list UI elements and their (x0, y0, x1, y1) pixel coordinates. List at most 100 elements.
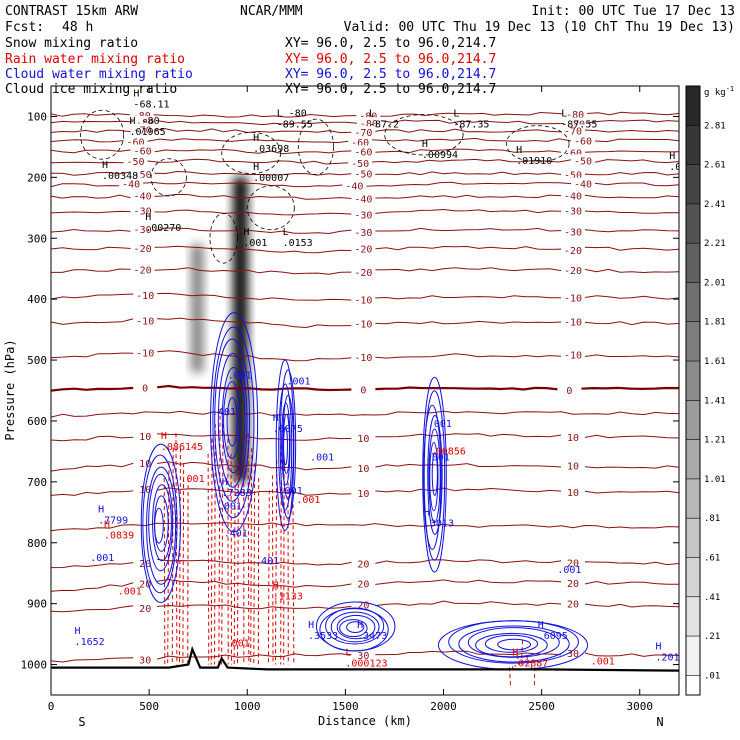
extremum-label: H .3473 (357, 620, 387, 642)
extremum-label: H .02887 (512, 647, 548, 669)
temperature-label-background (351, 431, 376, 444)
extremum-label-line: H (424, 507, 430, 518)
temperature-label-background (133, 457, 158, 470)
cloud-water-contour (278, 383, 293, 511)
temperature-label-background (351, 293, 376, 306)
extremum-label-line: L (453, 108, 459, 119)
cloud-ice-legend-label: Cloud ice mixing ratio (5, 82, 177, 97)
colorbar-swatch (686, 636, 700, 676)
temperature-label: 0 (360, 386, 366, 397)
rain-contour (253, 463, 256, 665)
extremum-label-line: .000123 (345, 658, 387, 669)
temperature-label-background (133, 346, 158, 359)
extremum-label-line: .001 (591, 657, 615, 668)
rain-contour (250, 448, 253, 665)
x-tick-label: 3000 (627, 700, 654, 713)
extremum-label-line: H (104, 520, 110, 531)
temperature-label: 30 (357, 651, 369, 662)
colorbar-label: 2.61 (704, 161, 726, 171)
init-time: Init: 00 UTC Tue 17 Dec 13 (532, 4, 736, 19)
forecast-label: Fcst: (5, 20, 44, 35)
extremum-label: .001 (181, 474, 205, 485)
temperature-label: -10 (136, 316, 154, 327)
cloud-water-contour (431, 452, 438, 496)
temperature-label: 10 (357, 464, 369, 475)
extremum-label-line: .0839 (104, 531, 134, 542)
colorbar-swatch (686, 125, 700, 166)
colorbar-swatch (686, 321, 700, 362)
temperature-label-background (351, 557, 376, 570)
temperature-label-background (348, 136, 373, 149)
temperature-label: -10 (354, 296, 372, 307)
extremum-label: H .7799 (98, 504, 128, 526)
rain-contour (167, 463, 170, 665)
temperature-label: 10 (139, 432, 151, 443)
temperature-label-background (351, 649, 376, 662)
colorbar-label: .21 (704, 632, 720, 642)
temperature-label: 10 (567, 433, 579, 444)
cloud-water-contour (484, 634, 539, 653)
extremum-label: H .0839 (104, 520, 134, 542)
colorbar-swatch (686, 282, 700, 323)
y-tick-label: 600 (27, 415, 47, 428)
temperature-contours: -80-80-80-80-80-80-70-70-70-60-60-60-60-… (51, 107, 679, 666)
extremum-label-line: .3533 (308, 631, 338, 642)
temperature-label-background (130, 123, 155, 136)
colorbar-unit-exponent: -1 (726, 85, 734, 93)
temperature-label: -50 (134, 170, 152, 181)
extremum-label-line: H (273, 580, 279, 591)
colorbar: g kg-1 2.81 2.61 2.41 2.21 2.01 1.81 1.61 1.41 1… (685, 85, 734, 716)
colorbar-label: 2.41 (704, 200, 726, 210)
valid-time: Valid: 00 UTC Thu 19 Dec 13 (10 ChT Thu … (344, 20, 735, 35)
rain-legend-xy: XY= 96.0, 2.5 to 96.0,214.7 (285, 52, 496, 67)
temperature-label: -20 (134, 265, 152, 276)
temperature-label-background (130, 241, 155, 254)
temperature-label: 30 (139, 655, 151, 666)
y-axis-title: Pressure (hPa) (3, 339, 17, 440)
x-tick-label: 2000 (430, 700, 457, 713)
extremum-label-line: .0153 (283, 238, 313, 249)
extremum-label: .401 (255, 556, 279, 567)
temperature-label-background (130, 223, 155, 236)
temperature-label: 20 (357, 601, 369, 612)
extremum-label: .001 (279, 486, 303, 497)
extremum-label: .001 (287, 376, 311, 387)
field-legend: Snow mixing ratio XY= 96.0, 2.5 to 96.0,… (5, 36, 496, 97)
y-tick-label: 900 (27, 598, 47, 611)
extremum-label: L -87.2 (369, 108, 399, 130)
temperature-label: -30 (134, 225, 152, 236)
plot-area: -80-80-80-80-80-80-70-70-70-60-60-60-60-… (51, 88, 693, 686)
temperature-label-background (561, 168, 586, 181)
rain-contours (163, 408, 536, 686)
extremum-label: .001 (591, 657, 615, 668)
temperature-label-background (563, 107, 588, 120)
temperature-label-background (133, 653, 158, 666)
temperature-label: -20 (134, 244, 152, 255)
extremum-label: H .00270 (145, 212, 181, 234)
temperature-label-background (351, 487, 376, 500)
extremum-label-line: H (253, 133, 259, 144)
extremum-label: L -80 -89.55 (277, 108, 313, 130)
colorbar-frame (685, 85, 701, 696)
extremum-label-line: -89.55 (277, 119, 313, 130)
extremum-label: H -68.11 (133, 88, 169, 110)
temperature-label: 20 (567, 599, 579, 610)
south-label: S (78, 715, 85, 729)
rain-contour (233, 478, 236, 665)
extremum-label-line: .401 (224, 529, 248, 540)
colorbar-label: 1.61 (704, 357, 726, 367)
extremum-label: H .7283 (222, 477, 252, 499)
cloud-ice-contour (150, 158, 187, 197)
temperature-label-background (571, 177, 596, 190)
rain-contour (221, 423, 224, 665)
extremum-label-line: .000 (669, 162, 693, 173)
extremum-label: H .086145 (161, 431, 203, 453)
rain-contour (274, 460, 278, 665)
colorbar-label: .81 (704, 514, 720, 524)
snow-legend-label: Snow mixing ratio (5, 36, 138, 51)
rain-contour (267, 490, 270, 665)
extremum-label: H .1652 (75, 626, 105, 648)
extremum-label-line: .3473 (357, 631, 387, 642)
rain-contour (236, 463, 239, 665)
forecast-value: 48 h (62, 20, 93, 35)
